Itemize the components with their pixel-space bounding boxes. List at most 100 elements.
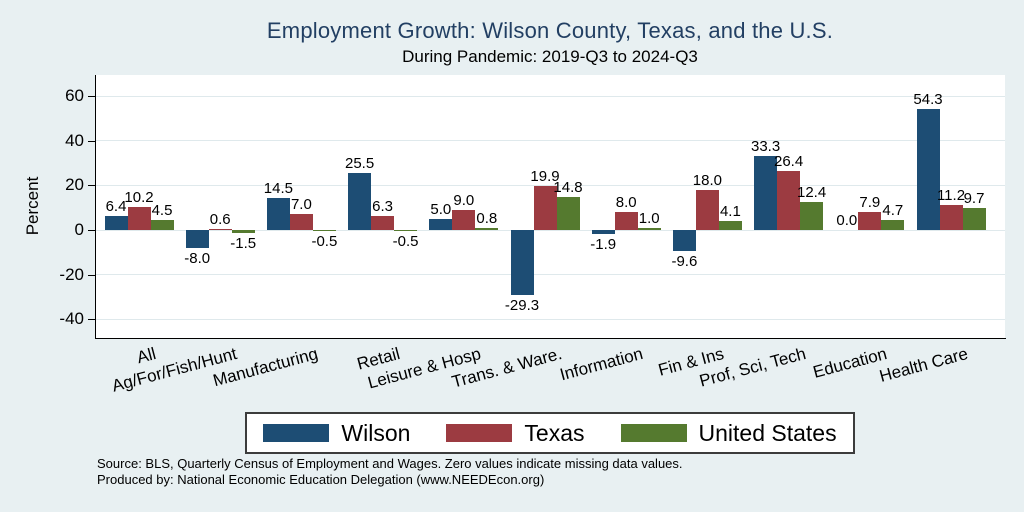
bar-united-states (150, 219, 174, 230)
bar-value-label: -1.5 (230, 235, 257, 253)
bar-value-label: 7.9 (859, 194, 881, 212)
bar-texas (127, 207, 151, 230)
bar-wilson (266, 197, 290, 230)
footer-source-line: Source: BLS, Quarterly Census of Employm… (97, 456, 683, 471)
bar-united-states (556, 196, 580, 230)
source-note: Source: BLS, Quarterly Census of Employm… (97, 456, 683, 488)
bar-value-label: -9.6 (671, 253, 698, 271)
legend-label: Wilson (341, 419, 411, 446)
legend-label: United States (698, 419, 837, 446)
y-axis-line (95, 75, 96, 339)
y-tick-label: 20 (65, 175, 84, 195)
x-category-label: Information (558, 344, 646, 385)
legend-swatch-united-states (620, 424, 687, 442)
bar-wilson (754, 155, 778, 230)
legend-item: United States (620, 419, 837, 447)
gridline (95, 229, 1005, 231)
bar-value-label: 11.2 (936, 187, 966, 205)
bar-value-label: 4.7 (882, 201, 904, 219)
bar-value-label: 6.4 (105, 197, 127, 215)
legend-label: Texas (524, 419, 585, 446)
bar-value-label: 33.3 (750, 137, 781, 155)
y-tick-mark (88, 230, 95, 231)
y-tick-label: 40 (65, 130, 84, 150)
gridline (95, 95, 1005, 97)
bar-united-states (800, 202, 824, 230)
bar-value-label: 1.0 (638, 209, 660, 227)
bar-wilson (591, 230, 615, 235)
gridline (95, 318, 1005, 320)
bar-texas (371, 215, 395, 230)
bar-value-label: 8.0 (615, 194, 637, 212)
y-tick-label: 0 (74, 220, 84, 239)
x-category-label: Education (810, 344, 889, 382)
bar-value-label: -0.5 (392, 233, 419, 251)
bar-texas (208, 228, 232, 230)
bar-value-label: -0.5 (311, 233, 338, 251)
legend-item: Texas (446, 419, 585, 447)
bar-value-label: 10.2 (124, 189, 154, 207)
bar-united-states (231, 230, 255, 234)
bar-value-label: 12.4 (796, 184, 827, 202)
y-tick-mark (88, 140, 95, 142)
footer-produced-line: Produced by: National Economic Education… (97, 472, 545, 487)
bar-value-label: 25.5 (344, 155, 375, 173)
y-tick-label: -20 (59, 264, 84, 284)
legend-swatch-texas (446, 424, 513, 442)
legend: Wilson Texas United States (245, 412, 855, 454)
bar-texas (777, 171, 801, 230)
bar-wilson (348, 173, 372, 230)
bar-united-states (718, 220, 742, 230)
bar-value-label: -1.9 (590, 236, 617, 254)
bar-wilson (429, 218, 453, 230)
bar-wilson (916, 108, 940, 230)
bar-wilson (185, 230, 209, 248)
bar-value-label: -29.3 (504, 297, 540, 315)
bar-texas (695, 189, 719, 230)
bar-value-label: 4.5 (151, 201, 173, 219)
y-tick-label: -40 (59, 309, 84, 329)
bar-value-label: 18.0 (692, 171, 722, 189)
legend-swatch-wilson (263, 424, 330, 442)
bar-texas (533, 185, 557, 230)
bar-value-label: 19.9 (530, 167, 560, 185)
y-tick-mark (88, 185, 95, 187)
bar-wilson (104, 215, 128, 230)
gridline (95, 274, 1005, 276)
bar-value-label: 9.7 (963, 190, 985, 208)
chart-subtitle: During Pandemic: 2019-Q3 to 2024-Q3 (402, 47, 698, 66)
bar-texas (289, 214, 313, 230)
bar-value-label: 54.3 (913, 90, 943, 108)
bar-united-states (881, 219, 905, 230)
bar-value-label: 26.4 (773, 153, 804, 171)
gridline (95, 184, 1005, 186)
bar-value-label: 9.0 (453, 191, 475, 209)
bar-value-label: 0.0 (836, 212, 858, 229)
bar-value-label: 0.8 (476, 210, 498, 228)
bar-texas (858, 212, 882, 230)
bar-united-states (312, 230, 336, 232)
bar-value-label: 5.0 (430, 200, 452, 218)
x-axis-line (95, 338, 1006, 339)
bar-value-label: 7.0 (290, 196, 312, 214)
y-tick-mark (88, 319, 95, 321)
y-tick-label: 60 (65, 86, 84, 106)
bar-value-label: 0.6 (209, 210, 231, 228)
bar-texas (939, 205, 963, 230)
plot-area (95, 75, 1005, 338)
bar-texas (614, 212, 638, 230)
bar-texas (452, 209, 476, 230)
bar-united-states (394, 230, 418, 232)
bar-value-label: -8.0 (184, 249, 211, 267)
bar-united-states (637, 227, 661, 230)
y-tick-mark (88, 274, 95, 276)
bar-value-label: 14.8 (553, 178, 583, 196)
chart-title: Employment Growth: Wilson County, Texas,… (266, 18, 834, 43)
bar-united-states (475, 228, 499, 230)
bar-value-label: 14.5 (263, 179, 293, 197)
gridline (95, 140, 1005, 142)
x-category-label: Health Care (877, 344, 970, 386)
bar-wilson (672, 230, 696, 252)
y-tick-mark (88, 96, 95, 98)
